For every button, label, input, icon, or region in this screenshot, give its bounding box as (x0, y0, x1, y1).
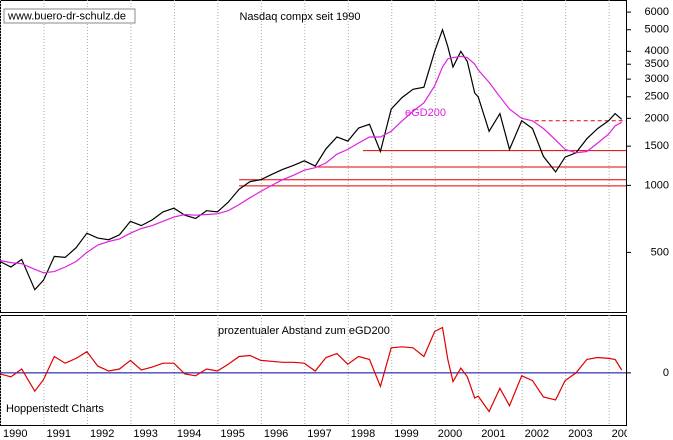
x-tick-label: 1998 (351, 428, 375, 440)
y-tick-label: 1500 (645, 140, 669, 152)
watermark-box (3, 8, 136, 24)
series-label: eGD200 (405, 107, 446, 119)
x-tick-label: 2002 (525, 428, 549, 440)
y-tick-label: 500 (651, 246, 669, 258)
panel-title: prozentualer Abstand zum eGD200 (218, 325, 390, 337)
x-axis: 1990 1991 1992 1993 1994 1995 1996 1997 1998 1999… (3, 428, 636, 440)
x-tick-label: 2001 (481, 428, 505, 440)
x-tick-label: 1997 (307, 428, 331, 440)
y-tick-label: 6000 (645, 6, 669, 18)
x-tick-label: 1992 (90, 428, 114, 440)
y-tick-label: 3000 (645, 73, 669, 85)
series-line (0, 27, 623, 291)
bottom-panel-frame (0, 315, 627, 426)
y-tick-label: 5000 (645, 24, 669, 36)
x-tick-label: 2003 (568, 428, 592, 440)
x-tick-label: 2000 (438, 428, 462, 440)
y-tick-label: 4000 (645, 45, 669, 57)
x-tick-label: 1996 (264, 428, 288, 440)
chart-title: Nasdaq compx seit 1990 (239, 11, 360, 23)
x-tick-label: 2004 (612, 428, 636, 440)
y-tick-label: 1000 (645, 179, 669, 191)
series-line (0, 55, 622, 274)
y-tick-label: 3500 (645, 58, 669, 70)
x-tick-label: 1990 (3, 428, 27, 440)
x-tick-label: 1993 (133, 428, 157, 440)
watermark: www.buero-dr-schulz.de (7, 10, 126, 22)
x-tick-label: 1999 (394, 428, 418, 440)
x-tick-label: 1994 (177, 428, 201, 440)
credit: Hoppenstedt Charts (6, 403, 104, 415)
y-tick-label: 2500 (645, 91, 669, 103)
y-tick-label: 2000 (645, 112, 669, 124)
series-line (0, 326, 623, 413)
top-panel-frame (0, 0, 627, 313)
x-tick-label: 1991 (46, 428, 70, 440)
marks (0, 27, 626, 413)
x-tick-label: 1995 (220, 428, 244, 440)
y-tick-label: 0 (663, 367, 669, 379)
